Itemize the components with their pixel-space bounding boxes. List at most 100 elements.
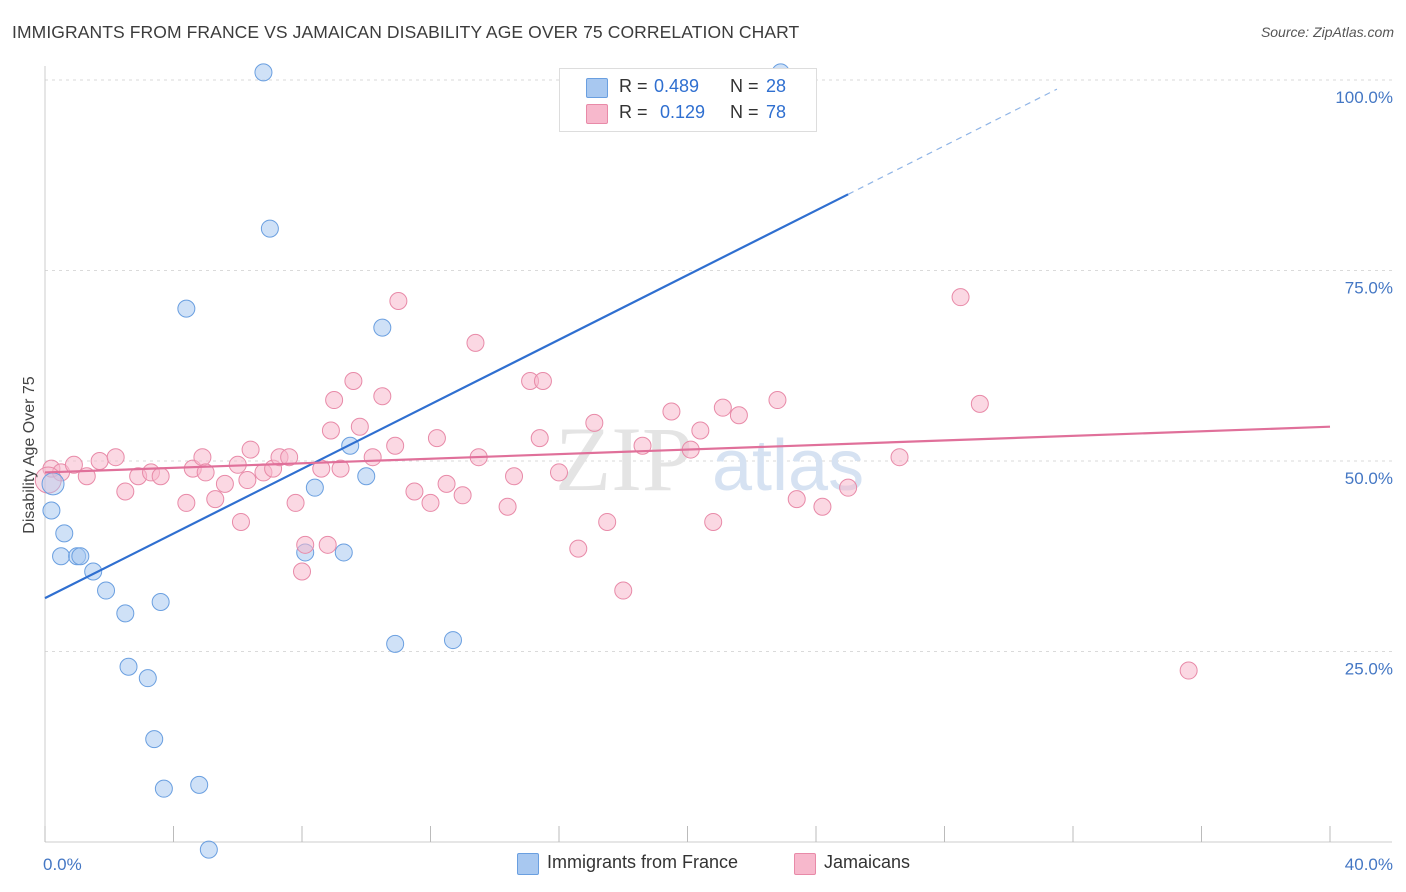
point-jamaicans (196, 463, 215, 482)
point-jamaicans (970, 394, 989, 413)
point-jamaicans (569, 539, 588, 558)
point-jamaicans (691, 421, 710, 440)
point-france (154, 779, 173, 798)
point-jamaicans (116, 482, 135, 501)
point-jamaicans (585, 413, 604, 432)
point-france (357, 467, 376, 486)
point-jamaicans (389, 291, 408, 310)
point-jamaicans (890, 448, 909, 467)
point-jamaicans (231, 512, 250, 531)
point-jamaicans (177, 493, 196, 512)
bottom-legend-swatch-france (517, 853, 539, 875)
point-jamaicans (713, 398, 732, 417)
point-france (151, 592, 170, 611)
point-jamaicans (505, 467, 524, 486)
point-jamaicans (813, 497, 832, 516)
point-france (260, 219, 279, 238)
point-jamaicans (466, 333, 485, 352)
point-jamaicans (331, 459, 350, 478)
point-jamaicans (614, 581, 633, 600)
point-france (305, 478, 324, 497)
point-france (190, 775, 209, 794)
point-france (116, 604, 135, 623)
point-france (443, 631, 462, 650)
y-tick-label: 25.0% (1345, 660, 1393, 679)
chart-title: IMMIGRANTS FROM FRANCE VS JAMAICAN DISAB… (12, 22, 800, 42)
point-france (42, 501, 61, 520)
point-france (119, 657, 138, 676)
point-france (177, 299, 196, 318)
point-jamaicans (363, 448, 382, 467)
point-jamaicans (839, 478, 858, 497)
point-jamaicans (1179, 661, 1198, 680)
point-jamaicans (344, 371, 363, 390)
point-jamaicans (321, 421, 340, 440)
watermark-zip: ZIP (555, 408, 693, 510)
y-axis-label: Disability Age Over 75 (21, 376, 38, 534)
point-france (386, 634, 405, 653)
watermark-atlas: atlas (712, 426, 864, 506)
trend-line-france-extension (847, 88, 1058, 195)
point-jamaicans (598, 512, 617, 531)
point-jamaicans (34, 466, 62, 494)
legend-swatch-france (586, 78, 608, 98)
point-france (373, 318, 392, 337)
correlation-legend: R = 0.489 N = 28 R = 0.129 N = 78 (559, 68, 817, 132)
point-jamaicans (286, 493, 305, 512)
point-france (138, 669, 157, 688)
bottom-legend-swatch-jamaicans (794, 853, 816, 875)
point-jamaicans (241, 440, 260, 459)
point-jamaicans (453, 486, 472, 505)
bottom-legend-label-france: Immigrants from France (547, 852, 739, 872)
legend-r-label: R = (619, 76, 648, 96)
point-france (41, 472, 65, 496)
point-jamaicans (90, 452, 109, 470)
axes (44, 66, 1392, 843)
point-france (71, 547, 90, 566)
legend-r-value: 0.129 (660, 102, 706, 122)
y-tick-label: 50.0% (1345, 469, 1393, 488)
x-tick-label: 40.0% (1345, 855, 1393, 874)
point-jamaicans (151, 467, 170, 486)
point-france (145, 730, 164, 749)
legend-n-label: N = (730, 102, 759, 122)
point-jamaicans (325, 391, 344, 410)
source-label: Source: ZipAtlas.com (1260, 24, 1394, 40)
point-jamaicans (106, 448, 125, 467)
point-jamaicans (293, 562, 311, 581)
point-jamaicans (530, 429, 549, 448)
point-jamaicans (704, 512, 723, 531)
point-jamaicans (951, 288, 970, 307)
legend-n-value: 78 (766, 102, 787, 122)
trend-line-france (44, 193, 849, 600)
point-france (97, 581, 116, 600)
point-jamaicans (662, 402, 681, 421)
point-jamaicans (498, 497, 517, 516)
point-jamaicans (405, 482, 424, 501)
point-jamaicans (787, 490, 806, 509)
trend-lines (44, 88, 1331, 600)
point-jamaicans (280, 448, 299, 467)
point-france (55, 524, 74, 543)
point-jamaicans (64, 455, 83, 474)
trend-line-jamaicans (44, 425, 1331, 474)
point-france (52, 547, 71, 566)
gridlines (45, 79, 1392, 652)
point-france (334, 543, 353, 562)
y-tick-label: 75.0% (1345, 279, 1393, 298)
point-jamaicans (768, 391, 787, 410)
tick-labels: 100.0% 75.0% 50.0% 25.0% 0.0% 40.0% (43, 88, 1393, 874)
legend-r-value: 0.489 (654, 76, 700, 96)
legend-swatch-jamaicans (586, 104, 608, 124)
point-jamaicans (437, 474, 456, 493)
point-jamaicans (238, 471, 257, 490)
point-jamaicans (533, 371, 552, 390)
point-jamaicans (215, 474, 234, 493)
point-france (254, 63, 273, 82)
legend-n-value: 28 (766, 76, 787, 96)
legend-r-label: R = (619, 102, 648, 122)
point-jamaicans (350, 417, 369, 436)
point-jamaicans (296, 535, 315, 554)
point-jamaicans (427, 429, 446, 448)
